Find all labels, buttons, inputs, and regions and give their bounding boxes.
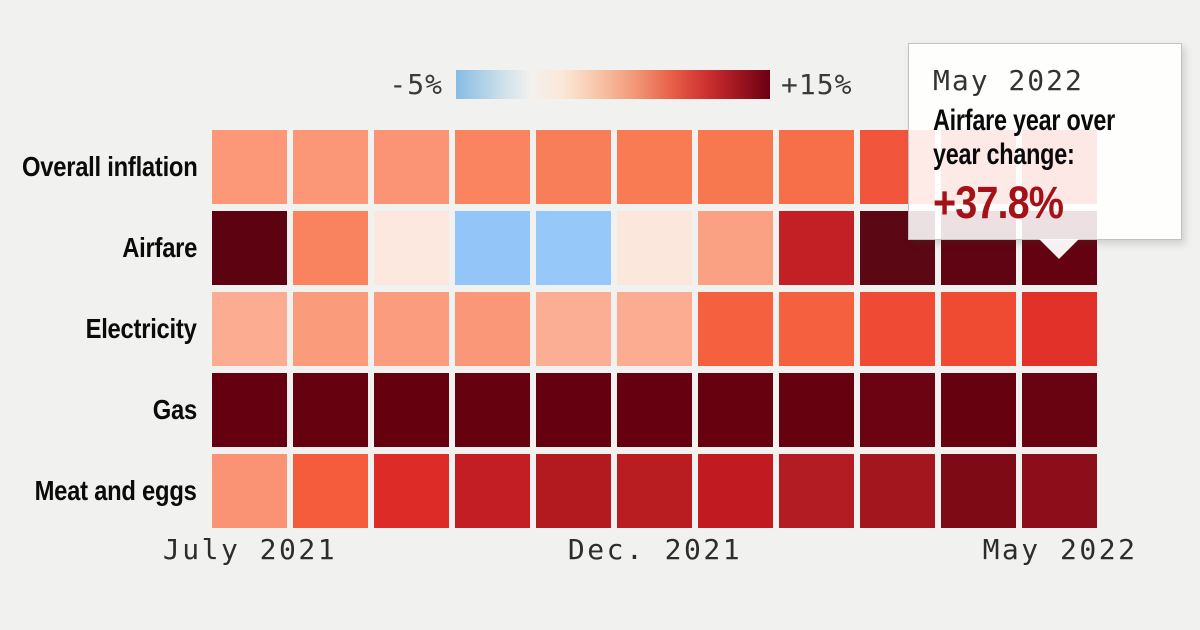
row-label: Overall inflation — [21, 151, 197, 182]
tooltip-date: May 2022 — [933, 64, 1084, 97]
x-tick-may-2022: May 2022 — [982, 533, 1138, 566]
heatmap-cell[interactable] — [941, 292, 1016, 366]
heatmap-cell[interactable] — [212, 292, 287, 366]
heatmap-cell[interactable] — [374, 454, 449, 528]
heatmap-cell[interactable] — [374, 130, 449, 204]
heatmap-cell[interactable] — [293, 292, 368, 366]
heatmap-cell[interactable] — [212, 373, 287, 447]
heatmap-cell[interactable] — [698, 454, 773, 528]
heatmap-cell[interactable] — [536, 454, 611, 528]
heatmap-cell[interactable] — [698, 130, 773, 204]
row-labels: Overall inflation Airfare Electricity Gas Me… — [0, 130, 197, 528]
heatmap-cell[interactable] — [698, 292, 773, 366]
heatmap-cell[interactable] — [374, 292, 449, 366]
row-label: Airfare — [122, 232, 197, 263]
heatmap-cell[interactable] — [455, 211, 530, 285]
heatmap-cell[interactable] — [374, 373, 449, 447]
tooltip-title: Airfare year over year change: — [933, 104, 1116, 171]
heatmap-cell[interactable] — [536, 292, 611, 366]
heatmap-cell[interactable] — [617, 292, 692, 366]
heatmap-cell[interactable] — [1022, 373, 1097, 447]
heatmap-cell[interactable] — [293, 373, 368, 447]
heatmap-cell[interactable] — [212, 211, 287, 285]
heatmap-cell[interactable] — [617, 454, 692, 528]
legend-min-label: -5% — [389, 68, 443, 101]
heatmap-cell[interactable] — [779, 130, 854, 204]
heatmap-cell[interactable] — [860, 373, 935, 447]
heatmap-cell[interactable] — [779, 211, 854, 285]
heatmap-cell[interactable] — [455, 454, 530, 528]
heatmap-cell[interactable] — [374, 211, 449, 285]
row-label: Electricity — [86, 313, 197, 344]
legend-max-label: +15% — [781, 68, 853, 101]
legend-gradient-bar — [456, 70, 770, 99]
tooltip-value: +37.8% — [933, 176, 1064, 228]
heatmap-cell[interactable] — [779, 373, 854, 447]
heatmap-cell[interactable] — [1022, 292, 1097, 366]
heatmap-cell[interactable] — [617, 373, 692, 447]
heatmap-cell[interactable] — [212, 130, 287, 204]
heatmap-grid — [212, 130, 1097, 528]
heatmap-cell[interactable] — [779, 454, 854, 528]
heatmap-cell[interactable] — [293, 454, 368, 528]
heatmap-cell[interactable] — [860, 292, 935, 366]
heatmap-cell[interactable] — [779, 292, 854, 366]
heatmap-cell[interactable] — [860, 454, 935, 528]
heatmap-cell[interactable] — [536, 211, 611, 285]
heatmap-cell[interactable] — [617, 211, 692, 285]
heatmap-cell[interactable] — [455, 373, 530, 447]
row-label: Gas — [152, 394, 197, 425]
heatmap-cell[interactable] — [536, 130, 611, 204]
heatmap-cell[interactable] — [293, 211, 368, 285]
x-tick-dec-2021: Dec. 2021 — [567, 533, 743, 566]
x-tick-july-2021: July 2021 — [162, 533, 338, 566]
heatmap-cell[interactable] — [455, 130, 530, 204]
heatmap-cell[interactable] — [536, 373, 611, 447]
heatmap-cell[interactable] — [212, 454, 287, 528]
heatmap-cell[interactable] — [941, 454, 1016, 528]
heatmap-cell[interactable] — [455, 292, 530, 366]
heatmap-cell[interactable] — [293, 130, 368, 204]
heatmap-cell[interactable] — [698, 211, 773, 285]
row-label: Meat and eggs — [34, 475, 197, 506]
heatmap-cell[interactable] — [698, 373, 773, 447]
tooltip: May 2022 Airfare year over year change: … — [908, 43, 1182, 259]
heatmap-cell[interactable] — [617, 130, 692, 204]
heatmap-cell[interactable] — [941, 373, 1016, 447]
heatmap-cell[interactable] — [1022, 454, 1097, 528]
